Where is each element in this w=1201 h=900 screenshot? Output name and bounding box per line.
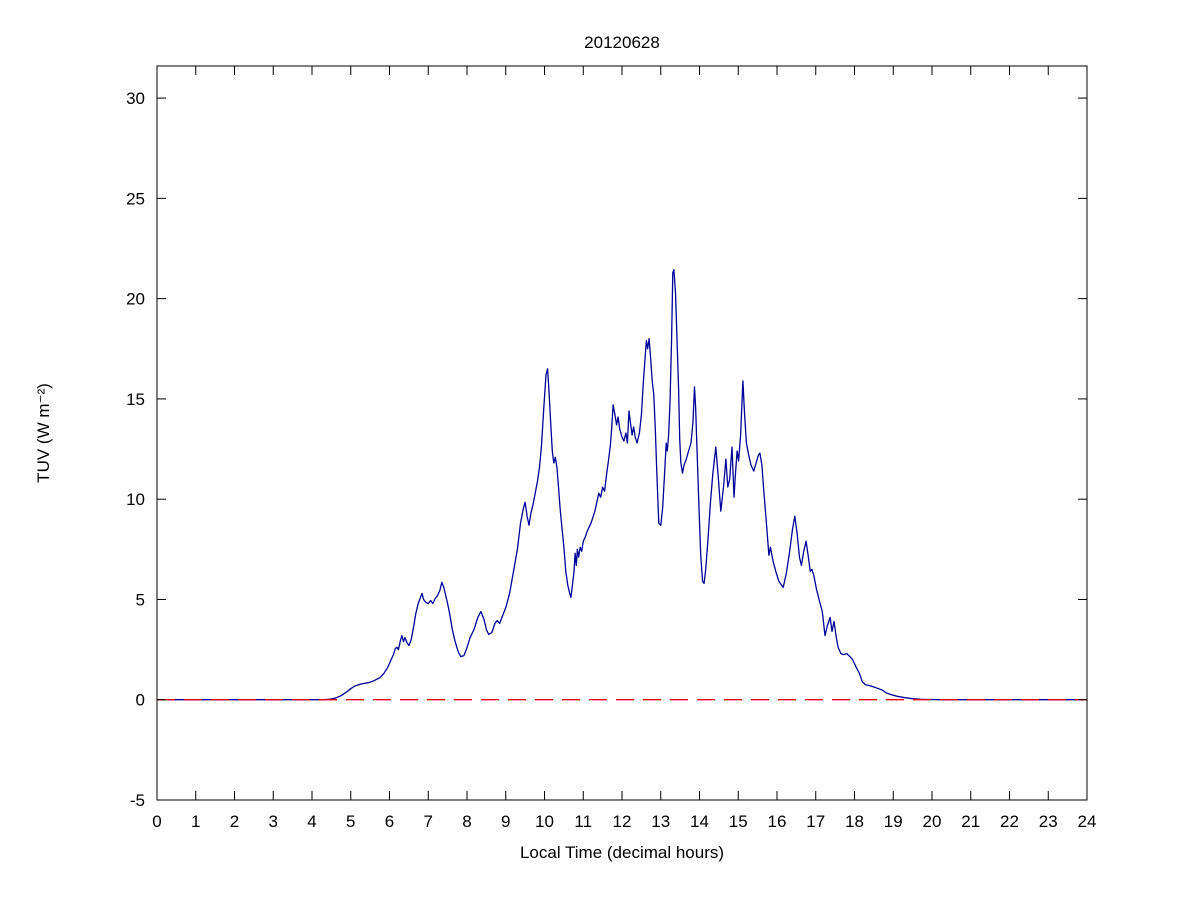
y-tick-label: 15 [126,390,145,409]
y-tick-label: -5 [130,791,145,810]
series-lines [157,268,1087,701]
x-tick-label: 16 [768,812,787,831]
x-tick-label: 14 [690,812,709,831]
x-tick-label: 22 [1000,812,1019,831]
x-tick-label: 11 [574,812,592,831]
x-tick-label: 13 [651,812,670,831]
x-tick-label: 4 [307,812,316,831]
x-tick-label: 0 [152,812,161,831]
series-tuv [157,268,1087,701]
x-tick-label: 10 [535,812,554,831]
x-tick-label: 3 [269,812,278,831]
x-tick-label: 21 [961,812,980,831]
x-tick-label: 23 [1039,812,1058,831]
y-tick-label: 10 [126,490,145,509]
x-tick-label: 5 [346,812,355,831]
x-axis-label: Local Time (decimal hours) [519,843,725,862]
x-tick-label: 12 [613,812,632,831]
x-tick-label: 20 [923,812,942,831]
y-tick-label: 30 [126,89,145,108]
y-tick-label: 5 [136,590,145,609]
x-tick-label: 19 [884,812,903,831]
x-tick-label: 24 [1078,812,1097,831]
x-tick-label: 17 [806,812,825,831]
y-tick-label: 0 [136,691,145,710]
x-tick-label: 6 [385,812,394,831]
x-tick-label: 7 [424,812,433,831]
x-tick-label: 1 [191,812,200,831]
x-ticks: 0 1 2 3 4 5 6 7 8 9 10 11 12 13 14 15 16 17 18 19 20 21 22 23 24 [152,66,1096,831]
y-ticks: -5 0 5 10 15 20 25 30 [126,89,1087,810]
y-tick-label: 25 [126,189,145,208]
x-tick-label: 15 [729,812,748,831]
chart-title: 20120628 [584,33,660,52]
x-tick-label: 8 [462,812,471,831]
y-tick-label: 20 [126,290,145,309]
x-tick-label: 9 [501,812,510,831]
plot-box [156,65,1088,801]
x-tick-label: 18 [845,812,864,831]
x-tick-label: 2 [230,812,239,831]
